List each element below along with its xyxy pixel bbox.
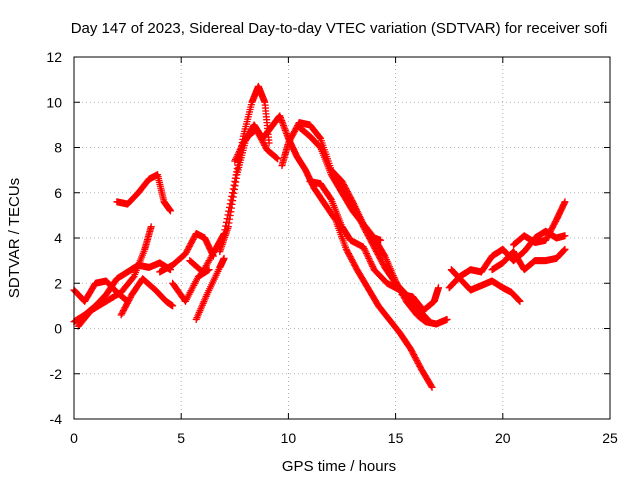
data-series <box>447 266 524 305</box>
data-point-marker <box>356 214 364 222</box>
data-point-marker <box>377 236 385 244</box>
data-point-marker <box>359 243 367 251</box>
data-point-marker <box>147 223 155 231</box>
data-point-marker <box>428 383 436 391</box>
data-point-marker <box>353 206 361 214</box>
data-point-marker <box>348 196 356 204</box>
y-tick-label: -2 <box>50 366 63 382</box>
data-point-marker <box>327 194 335 202</box>
data-point-marker <box>358 217 366 225</box>
data-point-marker <box>363 251 371 259</box>
data-points <box>70 82 569 391</box>
data-series <box>156 229 217 276</box>
data-point-marker <box>354 209 362 217</box>
y-axis-label: SDTVAR / TECUs <box>6 178 23 298</box>
y-tick-label: 4 <box>54 230 62 246</box>
data-point-marker <box>357 216 365 224</box>
data-point-marker <box>363 250 371 258</box>
data-point-marker <box>369 262 377 270</box>
x-tick-label: 20 <box>495 430 511 446</box>
data-point-marker <box>364 253 372 261</box>
data-point-marker <box>316 133 324 141</box>
data-point-marker <box>169 302 177 310</box>
data-point-marker <box>396 286 404 294</box>
data-point-marker <box>232 155 240 163</box>
y-tick-label: 2 <box>54 275 62 291</box>
x-tick-label: 10 <box>281 430 297 446</box>
y-tick-label: 6 <box>54 185 62 201</box>
data-point-marker <box>427 382 435 390</box>
data-point-marker <box>239 139 247 147</box>
y-tick-label: 10 <box>46 94 62 110</box>
data-point-marker <box>349 199 357 207</box>
data-series <box>192 254 228 323</box>
x-axis-label: GPS time / hours <box>282 458 396 475</box>
y-tick-label: 0 <box>54 321 62 337</box>
data-point-marker <box>561 232 569 240</box>
data-series <box>306 177 404 294</box>
chart-title: Day 147 of 2023, Sidereal Day-to-day VTE… <box>71 20 608 37</box>
data-point-marker <box>561 245 569 253</box>
data-point-marker <box>380 251 388 259</box>
data-point-marker <box>360 245 368 253</box>
data-point-marker <box>238 141 246 149</box>
data-point-marker <box>235 149 243 157</box>
axis-ticks: 0 5 10 15 20 25 -4 -2 0 2 4 6 8 10 12 <box>46 49 618 446</box>
x-tick-label: 5 <box>177 430 185 446</box>
data-point-marker <box>237 144 245 152</box>
data-point-marker <box>351 203 359 211</box>
x-tick-label: 25 <box>602 430 618 446</box>
data-series <box>510 198 569 249</box>
y-tick-label: -4 <box>50 411 63 427</box>
y-tick-label: 8 <box>54 140 62 156</box>
data-point-marker <box>231 157 239 165</box>
data-point-marker <box>365 254 373 262</box>
data-series <box>231 125 282 165</box>
data-point-marker <box>434 284 442 292</box>
data-point-marker <box>561 198 569 206</box>
data-point-marker <box>356 212 364 220</box>
data-point-marker <box>235 147 243 155</box>
data-point-marker <box>352 204 360 212</box>
data-point-marker <box>353 207 361 215</box>
data-point-marker <box>368 261 376 269</box>
data-point-marker <box>361 246 369 254</box>
data-point-marker <box>265 139 273 147</box>
data-point-marker <box>240 138 248 146</box>
data-series <box>488 245 569 274</box>
data-series <box>445 227 569 292</box>
data-point-marker <box>232 154 240 162</box>
data-point-marker <box>516 297 524 305</box>
data-point-marker <box>166 207 174 215</box>
data-point-marker <box>355 211 363 219</box>
data-series <box>327 166 385 244</box>
data-series <box>117 275 177 319</box>
data-point-marker <box>362 248 370 256</box>
data-point-marker <box>234 151 242 159</box>
data-point-marker <box>236 146 244 154</box>
x-tick-label: 0 <box>70 430 78 446</box>
y-tick-label: 12 <box>46 49 62 65</box>
data-point-marker <box>350 201 358 209</box>
x-tick-label: 15 <box>388 430 404 446</box>
data-point-marker <box>349 198 357 206</box>
data-point-marker <box>233 152 241 160</box>
data-point-marker <box>315 142 323 150</box>
data-point-marker <box>274 155 282 163</box>
data-point-marker <box>367 259 375 267</box>
data-point-marker <box>443 315 451 323</box>
data-series <box>398 284 442 314</box>
data-series <box>113 171 174 215</box>
data-point-marker <box>366 258 374 266</box>
data-series <box>74 223 155 330</box>
data-point-marker <box>220 254 228 262</box>
data-point-marker <box>238 143 246 151</box>
data-point-marker <box>366 256 374 264</box>
